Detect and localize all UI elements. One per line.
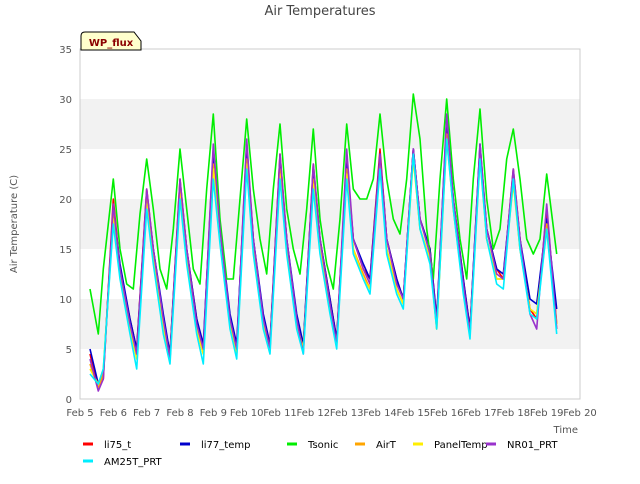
grid-band <box>80 349 580 399</box>
x-axis-label: Time <box>553 425 578 436</box>
grid-band <box>80 149 580 199</box>
legend-label: Tsonic <box>307 440 338 451</box>
x-tick-label: Feb 11 <box>263 408 297 419</box>
grid-band <box>80 49 580 99</box>
y-tick-label: 0 <box>66 395 72 406</box>
x-tick-label: Feb 12 <box>297 408 331 419</box>
x-tick-label: Feb 10 <box>230 408 264 419</box>
x-tick-label: Feb 5 <box>66 408 93 419</box>
series-lines <box>89 93 558 392</box>
y-tick-label: 5 <box>66 345 72 356</box>
y-axis-ticks: 0 5 10 15 20 25 30 35 <box>59 45 72 406</box>
x-tick-label: Feb 14 <box>363 408 397 419</box>
y-tick-label: 15 <box>59 245 72 256</box>
legend-label: li77_temp <box>201 440 250 451</box>
x-axis-ticks: Feb 5 Feb 6 Feb 7 Feb 8 Feb 9 Feb 10 Feb 11 Feb… <box>66 408 596 419</box>
x-tick-label: Feb 9 <box>200 408 227 419</box>
x-tick-label: Feb 15 <box>397 408 431 419</box>
x-tick-label: Feb 16 <box>430 408 464 419</box>
x-tick-label: Feb 6 <box>100 408 127 419</box>
legend-label: li75_t <box>104 440 131 451</box>
y-tick-label: 20 <box>59 195 72 206</box>
x-tick-label: Feb 17 <box>463 408 497 419</box>
plot-frame <box>79 48 581 400</box>
y-tick-label: 10 <box>59 295 72 306</box>
chart-title: Air Temperatures <box>264 4 375 19</box>
grid-band <box>80 99 580 149</box>
x-tick-label: Feb 7 <box>133 408 160 419</box>
y-axis-label: Air Temperature (C) <box>9 175 20 273</box>
badge-label: WP_flux <box>89 38 134 49</box>
legend-label: NR01_PRT <box>507 440 558 451</box>
x-tick-label: Feb 8 <box>166 408 193 419</box>
x-tick-label: Feb 19 <box>530 408 564 419</box>
legend: li75_t li77_temp Tsonic AirT PanelTemp NR01_P… <box>83 440 558 468</box>
badge-shape <box>80 31 142 51</box>
x-tick-label: Feb 20 <box>563 408 597 419</box>
x-tick-label: Feb 13 <box>330 408 364 419</box>
series-line-am25t-prt <box>89 138 558 385</box>
y-tick-label: 30 <box>59 95 72 106</box>
legend-label: AM25T_PRT <box>104 457 163 468</box>
site-badge: WP_flux <box>80 31 142 51</box>
legend-label: PanelTemp <box>434 440 488 451</box>
plot-bands <box>80 49 580 399</box>
y-tick-label: 35 <box>59 45 72 56</box>
y-tick-label: 25 <box>59 145 72 156</box>
legend-label: AirT <box>376 440 397 451</box>
x-tick-label: Feb 18 <box>497 408 531 419</box>
series-line-tsonic <box>89 93 558 335</box>
